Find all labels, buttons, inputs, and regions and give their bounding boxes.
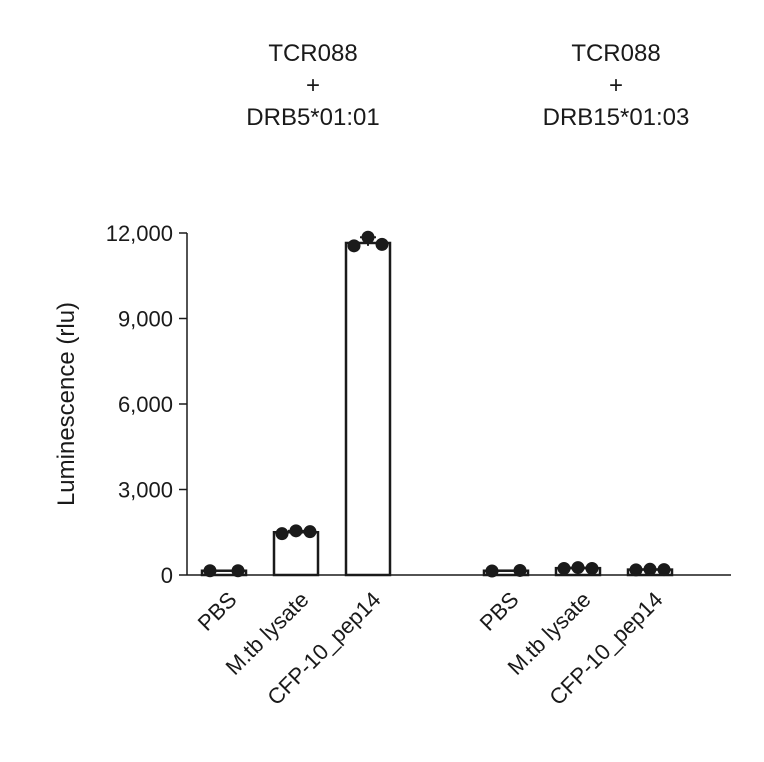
data-point — [275, 527, 289, 541]
data-point — [203, 564, 217, 578]
group-title-2-line-1: TCR088 — [571, 40, 661, 67]
group-title-1: TCR088 + DRB5*01:01 — [203, 38, 423, 134]
data-point — [375, 237, 389, 251]
group-title-1-line-3: DRB5*01:01 — [246, 104, 380, 131]
data-point — [231, 564, 245, 578]
data-point — [303, 525, 317, 539]
data-point — [629, 563, 643, 577]
y-tick-label: 0 — [161, 563, 173, 588]
data-point — [643, 562, 657, 576]
y-tick-label: 9,000 — [118, 307, 173, 332]
data-point — [513, 563, 527, 577]
x-tick-label: PBS — [193, 587, 242, 636]
data-point — [657, 563, 671, 577]
data-point — [347, 239, 361, 253]
group-title-1-line-2: + — [305, 72, 320, 99]
y-tick-label: 6,000 — [118, 392, 173, 417]
bar — [344, 241, 392, 577]
data-point — [557, 561, 571, 575]
group-title-1-line-1: TCR088 — [268, 40, 358, 67]
x-tick-label: PBS — [475, 587, 524, 636]
bar — [200, 569, 248, 577]
y-tick-label: 12,000 — [106, 221, 173, 246]
data-point — [361, 230, 375, 244]
data-point — [585, 561, 599, 575]
group-title-2-line-2: + — [608, 72, 623, 99]
y-axis-label: Luminescence (rlu) — [53, 302, 80, 506]
data-point — [289, 524, 303, 538]
data-point — [485, 564, 499, 578]
group-title-2-line-3: DRB15*01:03 — [542, 104, 690, 131]
y-tick-label: 3,000 — [118, 478, 173, 503]
group-title-2: TCR088 + DRB15*01:03 — [506, 38, 726, 134]
data-point — [571, 561, 585, 575]
